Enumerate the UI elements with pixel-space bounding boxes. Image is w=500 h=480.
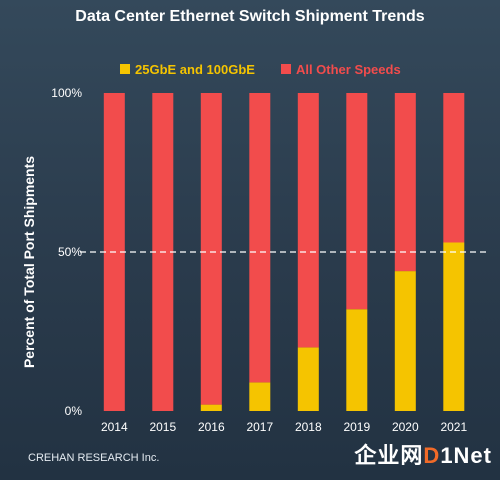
bar-other-2018 <box>297 93 319 348</box>
y-axis-label: Percent of Total Port Shipments <box>21 156 37 368</box>
x-tick-label-2014: 2014 <box>101 420 128 434</box>
bar-highspeed-2016 <box>200 404 222 411</box>
bar-highspeed-2020 <box>394 271 416 411</box>
legend-swatch-yellow <box>120 64 130 74</box>
x-tick-label-2015: 2015 <box>149 420 176 434</box>
watermark-prefix: 企业网 <box>354 443 424 468</box>
chart-title: Data Center Ethernet Switch Shipment Tre… <box>75 8 425 25</box>
bar-other-2020 <box>394 93 416 272</box>
chart-legend: 25GbE and 100GbE All Other Speeds <box>120 61 427 77</box>
legend-label-other: All Other Speeds <box>295 61 401 77</box>
x-tick-label-2021: 2021 <box>440 420 467 434</box>
y-tick-label-0: 0% <box>65 404 83 418</box>
legend-item-other: All Other Speeds <box>280 61 401 77</box>
x-tick-label-2017: 2017 <box>246 420 273 434</box>
bar-highspeed-2018 <box>297 347 319 411</box>
legend-label-25-100gbe: 25GbE and 100GbE <box>135 61 255 77</box>
x-tick-label-2020: 2020 <box>392 420 419 434</box>
legend-swatch-red <box>280 64 291 74</box>
bar-highspeed-2017 <box>249 382 271 411</box>
bar-highspeed-2021 <box>443 242 465 411</box>
source-credit: CREHAN RESEARCH Inc. <box>28 452 160 464</box>
legend-item-25-100gbe: 25GbE and 100GbE <box>120 62 255 77</box>
bar-other-2016 <box>200 93 222 405</box>
watermark-brand-o: D <box>423 443 441 468</box>
watermark-brand-rest: 1Net <box>440 443 492 468</box>
watermark-logo: 企业网D1Net <box>354 438 492 470</box>
x-tick-label-2016: 2016 <box>198 420 225 434</box>
bar-other-2021 <box>443 93 465 243</box>
y-tick-label-50: 50% <box>58 245 82 259</box>
x-tick-label-2018: 2018 <box>295 420 322 434</box>
bar-highspeed-2019 <box>346 309 368 411</box>
y-tick-label-100: 100% <box>51 86 82 100</box>
bar-other-2017 <box>249 93 271 383</box>
x-tick-label-2019: 2019 <box>343 420 370 434</box>
bar-other-2019 <box>346 93 368 310</box>
